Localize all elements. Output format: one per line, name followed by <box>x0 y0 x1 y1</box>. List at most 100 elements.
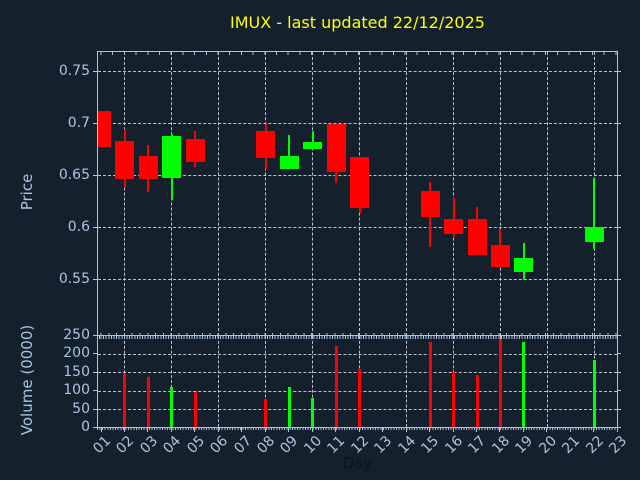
candle-day-09 <box>279 156 299 169</box>
price-tick-mark-left <box>93 70 97 72</box>
price-vgridline <box>312 52 314 336</box>
volume-gridline <box>98 390 617 392</box>
volume-tick-label: 150 <box>63 363 90 380</box>
volume-panel <box>97 335 618 428</box>
price-gridline <box>98 71 617 73</box>
volume-vgridline <box>312 336 314 427</box>
x-day-tick-mark <box>100 427 102 432</box>
volume-tick-mark-right <box>617 335 621 336</box>
x-day-tick-mark <box>593 427 595 432</box>
volume-bar-day-15 <box>428 342 432 427</box>
x-day-tick-mark <box>476 427 478 432</box>
x-day-tick-mark <box>311 427 313 432</box>
price-vgridline <box>546 52 548 336</box>
candle-wick <box>311 131 314 149</box>
x-day-tick-mark <box>569 427 571 432</box>
price-panel <box>97 51 618 336</box>
price-tick-mark-left <box>93 226 97 228</box>
price-tick-mark-right <box>617 70 621 72</box>
price-top-minor-ticks <box>98 52 617 55</box>
volume-tick-mark-left <box>93 408 97 410</box>
x-day-tick-mark <box>405 427 407 432</box>
volume-bar-day-04 <box>170 386 174 427</box>
volume-bar-day-12 <box>358 368 362 427</box>
x-day-tick-mark <box>147 427 149 432</box>
volume-tick-mark-left <box>93 427 97 428</box>
candle-day-22 <box>584 226 604 243</box>
price-bottom-minor-ticks <box>98 333 617 336</box>
x-day-tick-mark <box>499 427 501 432</box>
price-gridline <box>98 123 617 125</box>
volume-tick-mark-right <box>617 371 621 373</box>
x-day-tick-mark <box>429 427 431 432</box>
price-vgridline <box>265 52 267 336</box>
x-day-tick-mark <box>170 427 172 432</box>
volume-bar-day-03 <box>146 377 150 427</box>
candle-day-11 <box>326 123 346 172</box>
x-day-tick-mark <box>288 427 290 432</box>
x-day-tick-mark <box>382 427 384 432</box>
volume-tick-label: 200 <box>63 345 90 362</box>
volume-tick-mark-right <box>617 390 621 392</box>
volume-bar-day-05 <box>193 392 197 427</box>
volume-tick-label: 50 <box>72 400 90 417</box>
volume-bar-day-02 <box>123 373 127 427</box>
volume-bar-day-09 <box>287 386 291 427</box>
x-day-tick-mark <box>358 427 360 432</box>
candle-wick <box>593 177 596 249</box>
price-tick-mark-left <box>93 278 97 280</box>
price-tick-label: 0.65 <box>58 166 90 183</box>
price-tick-label: 0.7 <box>67 114 90 131</box>
volume-bar-day-16 <box>452 371 456 427</box>
price-tick-label: 0.75 <box>58 62 90 79</box>
x-axis-label: Day <box>342 454 373 472</box>
x-day-tick-mark <box>452 427 454 432</box>
price-vgridline <box>499 52 501 336</box>
x-axis-minor-ticks <box>97 427 617 430</box>
x-day-tick-mark <box>217 427 219 432</box>
price-tick-mark-left <box>93 174 97 176</box>
x-day-tick-mark <box>194 427 196 432</box>
volume-vgridline <box>546 336 548 427</box>
price-vgridline <box>453 52 455 336</box>
candle-day-10 <box>303 141 323 149</box>
candle-day-03 <box>138 156 158 179</box>
volume-bar-day-17 <box>475 375 479 427</box>
candle-day-19 <box>514 257 534 273</box>
volume-tick-mark-right <box>617 427 621 428</box>
volume-gridline <box>98 353 617 355</box>
price-vgridline <box>124 52 126 336</box>
volume-tick-mark-right <box>617 408 621 410</box>
volume-tick-mark-left <box>93 371 97 373</box>
volume-vgridline <box>218 336 220 427</box>
candle-day-18 <box>490 245 510 268</box>
candle-day-05 <box>185 139 205 163</box>
volume-bar-day-19 <box>522 342 526 427</box>
candle-wick <box>452 197 455 238</box>
volume-vgridline <box>406 336 408 427</box>
price-tick-mark-left <box>93 122 97 124</box>
candle-day-01 <box>98 111 111 147</box>
volume-vgridline <box>171 336 173 427</box>
price-tick-label: 0.55 <box>58 270 90 287</box>
volume-tick-label: 100 <box>63 382 90 399</box>
volume-tick-label: 0 <box>81 419 90 435</box>
candle-day-15 <box>420 191 440 218</box>
volume-tick-mark-left <box>93 390 97 392</box>
candle-day-04 <box>162 136 182 178</box>
volume-bar-day-22 <box>592 360 596 427</box>
volume-top-minor-ticks <box>98 336 617 339</box>
x-day-tick-mark <box>241 427 243 432</box>
price-tick-mark-right <box>617 174 621 176</box>
candle-day-12 <box>350 157 370 208</box>
x-day-tick-mark <box>123 427 125 432</box>
volume-bar-day-11 <box>334 346 338 427</box>
price-gridline <box>98 227 617 229</box>
volume-bar-day-10 <box>311 398 315 427</box>
price-tick-label: 0.6 <box>67 218 90 235</box>
candle-day-08 <box>256 131 276 159</box>
volume-tick-mark-right <box>617 353 621 355</box>
price-vgridline <box>406 52 408 336</box>
candle-day-17 <box>467 219 487 255</box>
